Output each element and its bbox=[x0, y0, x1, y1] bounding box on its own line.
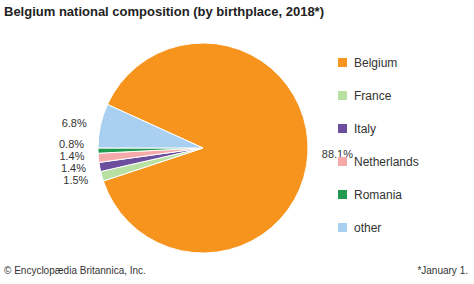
svg-text:1.4%: 1.4% bbox=[61, 162, 86, 174]
html-text:Belgium: Belgium bbox=[354, 55, 398, 70]
svg-text:0.8%: 0.8% bbox=[59, 138, 84, 150]
svg-text:88.1%: 88.1% bbox=[322, 148, 353, 160]
html-text:Romania: Romania bbox=[354, 187, 402, 202]
html-text:Italy: Italy bbox=[354, 121, 376, 136]
html-text:Netherlands: Netherlands bbox=[354, 154, 419, 169]
html-text:Belgium national composition (: Belgium national composition (by birthpl… bbox=[4, 4, 324, 19]
svg-text:1.4%: 1.4% bbox=[59, 150, 84, 162]
html-text:*January 1.: *January 1. bbox=[417, 265, 468, 276]
html-text:other: other bbox=[354, 220, 382, 235]
html-text:© Encyclopædia Britannica, Inc: © Encyclopædia Britannica, Inc. bbox=[4, 265, 146, 276]
svg-text:1.5%: 1.5% bbox=[63, 174, 88, 186]
svg-text:6.8%: 6.8% bbox=[62, 117, 87, 129]
html-text:France: France bbox=[354, 88, 392, 103]
